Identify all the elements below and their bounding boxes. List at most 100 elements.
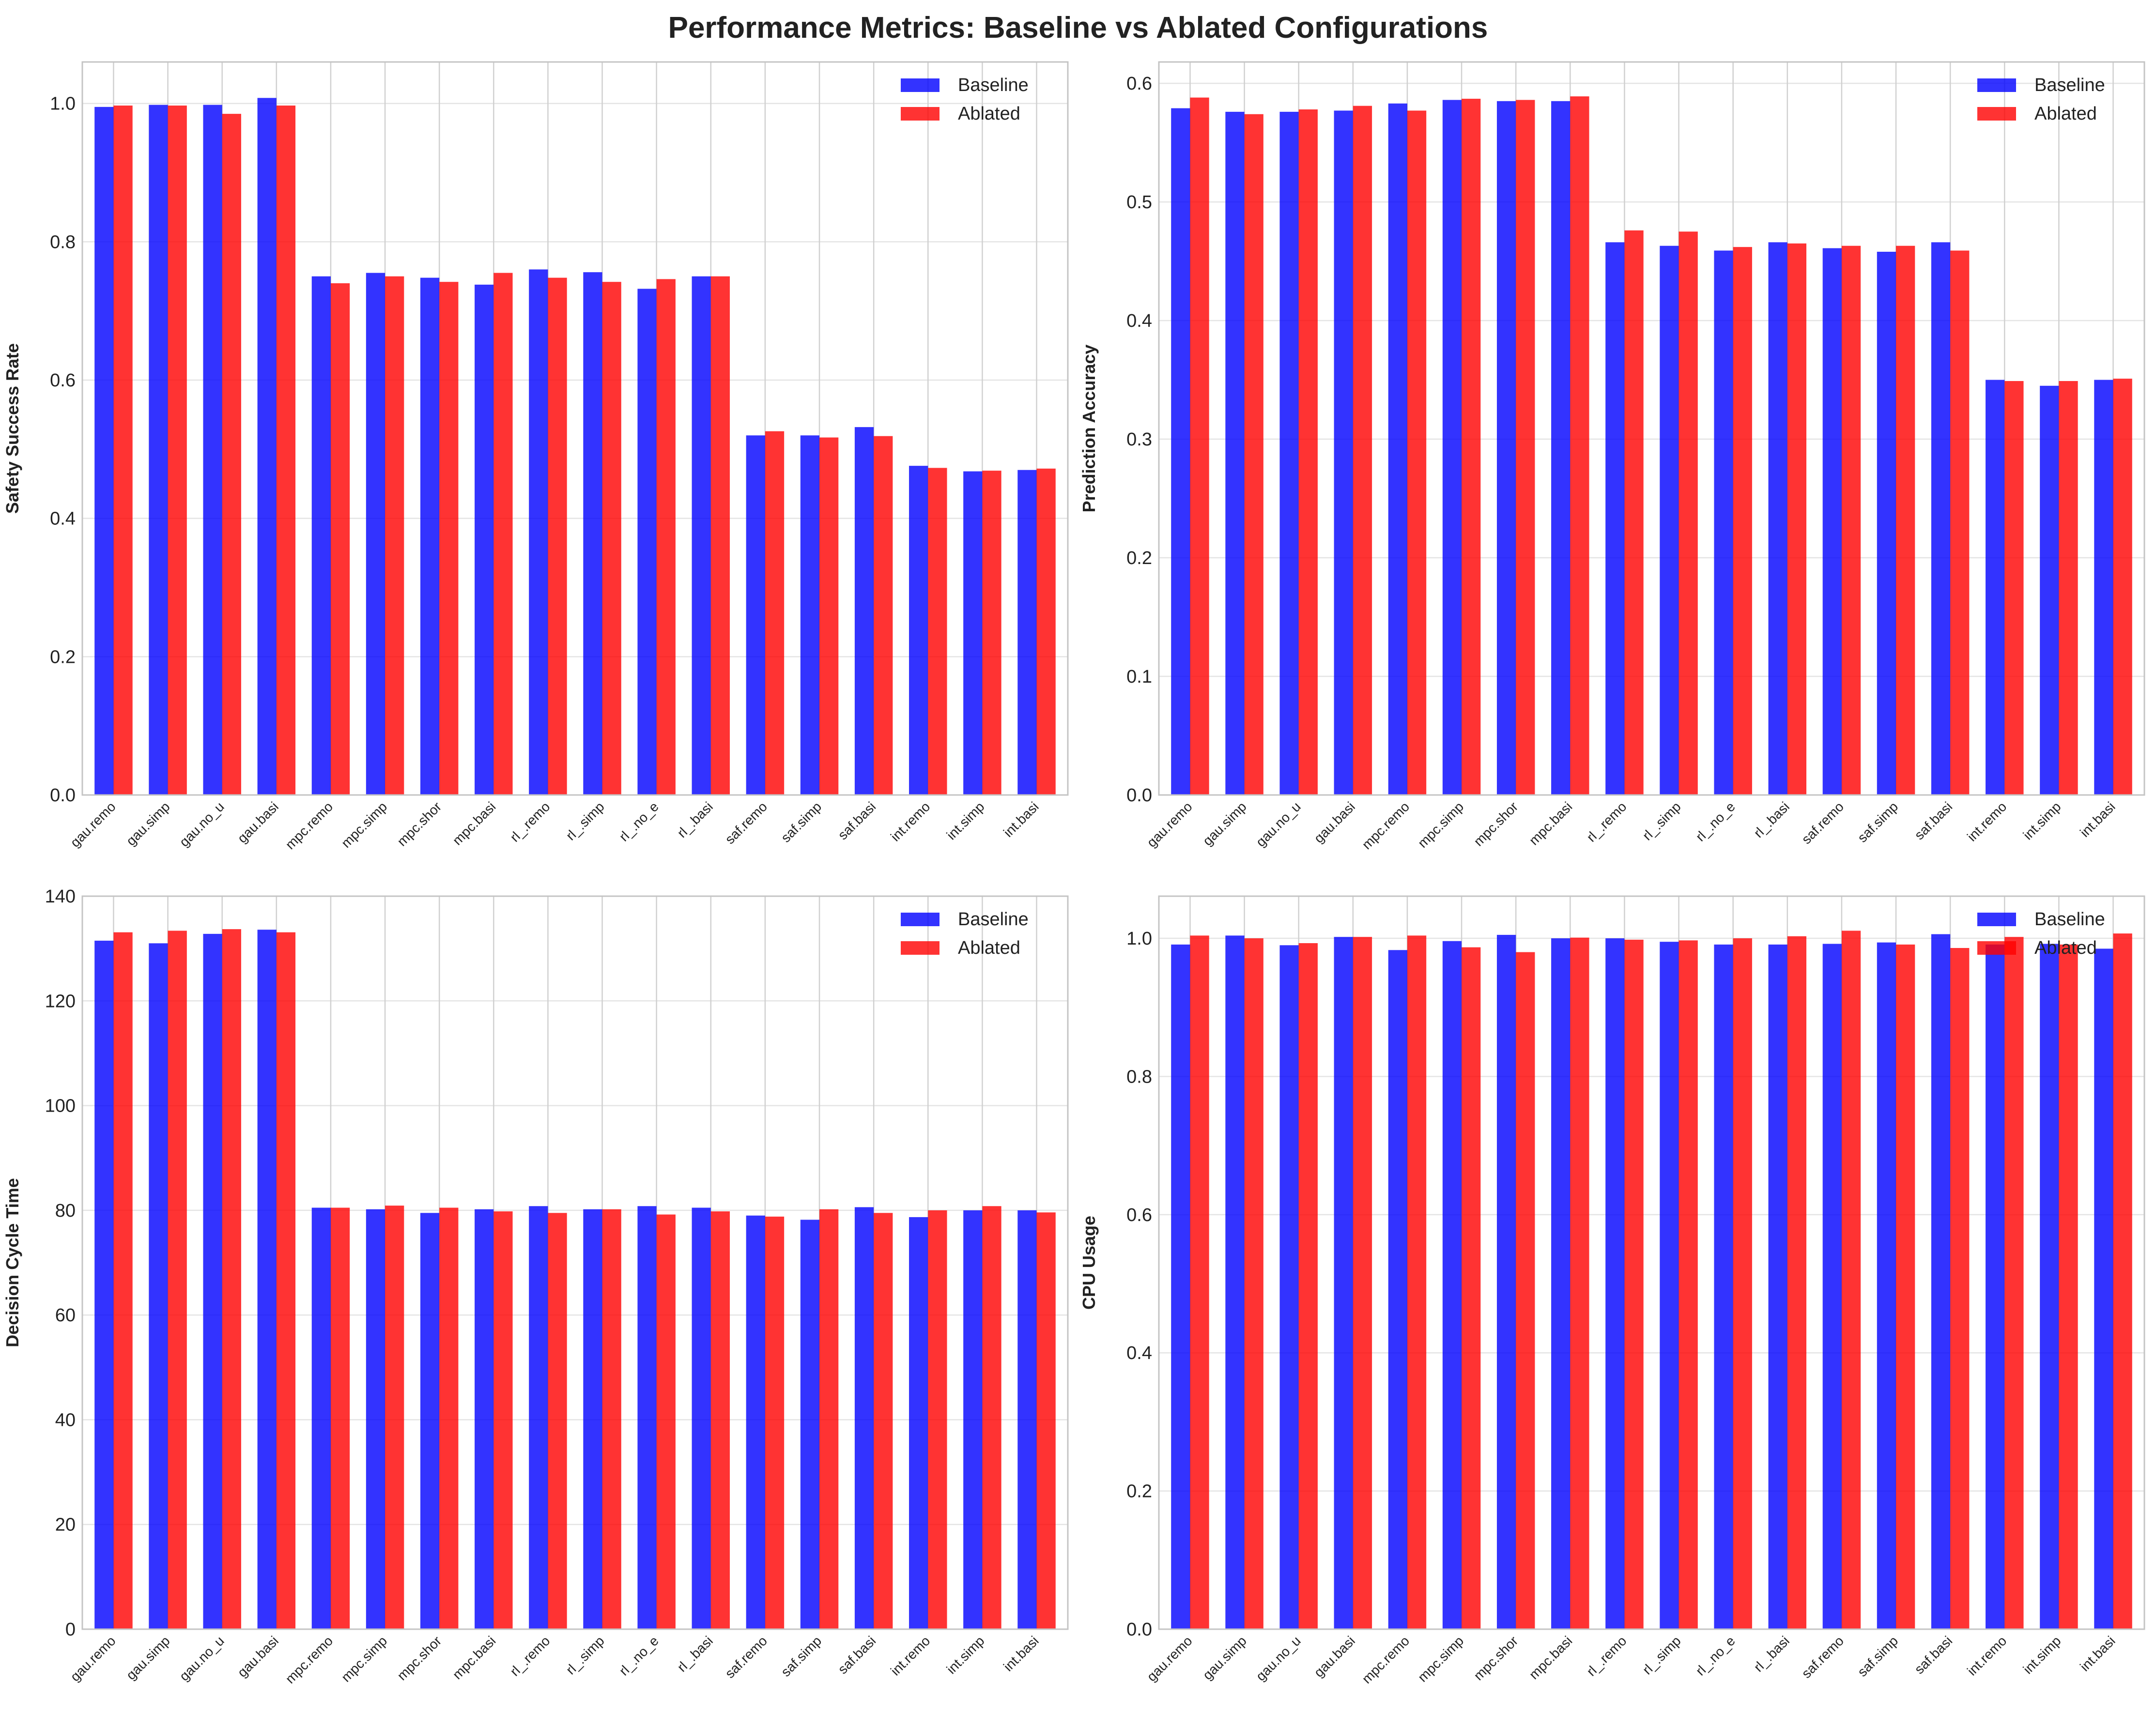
bar-ablated-rl_.simp (1679, 940, 1698, 1629)
legend: Baseline Ablated (1977, 909, 2105, 958)
bar-ablated-gau.remo (1190, 935, 1209, 1629)
bar-baseline-gau.no_u (1279, 111, 1299, 795)
legend-label-ablated: Ablated (2034, 104, 2097, 124)
bar-ablated-int.simp (982, 471, 1001, 795)
bar-ablated-gau.remo (113, 105, 133, 795)
bar-baseline-rl_.basi (1768, 242, 1787, 795)
bar-ablated-saf.simp (1896, 245, 1915, 795)
y-tick-label: 0.4 (50, 509, 76, 529)
bar-ablated-rl_.no_e (1733, 938, 1752, 1629)
bar-ablated-gau.remo (113, 932, 133, 1629)
y-tick-label: 80 (55, 1201, 76, 1221)
bar-baseline-rl_.basi (1768, 944, 1787, 1629)
bar-baseline-int.simp (963, 1210, 983, 1629)
bar-baseline-mpc.simp (366, 1209, 385, 1629)
bar-ablated-rl_.no_e (656, 279, 676, 795)
bar-ablated-int.simp (2059, 381, 2078, 795)
bar-baseline-rl_.simp (1660, 245, 1679, 795)
y-tick-label: 1.0 (50, 94, 76, 114)
bar-baseline-gau.simp (149, 105, 168, 795)
y-tick-label: 0.2 (50, 647, 76, 667)
y-tick-label: 140 (45, 886, 76, 907)
bar-baseline-int.basi (1017, 1210, 1037, 1629)
legend: Baseline Ablated (901, 75, 1029, 124)
axes-frame (1158, 895, 2145, 1630)
y-axis-label: Decision Cycle Time (2, 1178, 22, 1347)
y-tick-label: 120 (45, 991, 76, 1011)
bar-ablated-mpc.simp (1462, 947, 1481, 1629)
bar-baseline-gau.simp (1225, 111, 1245, 795)
bar-baseline-mpc.basi (475, 1209, 494, 1629)
bar-ablated-mpc.basi (493, 1211, 513, 1629)
bar-ablated-int.simp (982, 1206, 1001, 1629)
legend-label-baseline: Baseline (2034, 909, 2105, 930)
bar-baseline-saf.simp (800, 1220, 820, 1629)
y-tick-label: 0.4 (1126, 311, 1152, 331)
bar-baseline-mpc.remo (311, 276, 331, 795)
bar-baseline-int.remo (909, 466, 928, 795)
bar-ablated-int.basi (2113, 933, 2132, 1629)
axes-frame (81, 61, 1069, 796)
bar-ablated-mpc.simp (1462, 98, 1481, 795)
bar-ablated-gau.no_u (222, 929, 241, 1629)
bar-ablated-saf.simp (1896, 944, 1915, 1629)
bar-ablated-rl_.basi (710, 276, 730, 795)
bar-ablated-gau.simp (168, 105, 187, 795)
bar-baseline-saf.simp (1877, 942, 1896, 1629)
bar-ablated-gau.basi (276, 932, 296, 1629)
bar-baseline-rl_.remo (529, 269, 548, 795)
bar-baseline-rl_.no_e (1714, 944, 1733, 1629)
bar-ablated-mpc.remo (330, 283, 350, 795)
y-tick-label: 0.6 (1126, 1205, 1152, 1225)
bar-ablated-rl_.simp (602, 282, 621, 795)
bar-baseline-gau.no_u (203, 933, 222, 1629)
bar-ablated-mpc.shor (1516, 100, 1535, 795)
y-tick-label: 60 (55, 1305, 76, 1326)
legend-label-ablated: Ablated (2034, 938, 2097, 958)
axes-frame (1158, 61, 2145, 796)
bar-ablated-gau.basi (1353, 937, 1372, 1629)
bar-baseline-int.simp (963, 471, 983, 795)
bar-ablated-mpc.shor (439, 1207, 459, 1629)
bar-ablated-saf.remo (765, 1216, 785, 1629)
bar-ablated-rl_.basi (710, 1211, 730, 1629)
bar-ablated-rl_.no_e (1733, 247, 1752, 795)
bar-baseline-mpc.simp (1442, 941, 1462, 1629)
legend-swatch-baseline (1977, 78, 2016, 92)
legend: Baseline Ablated (901, 909, 1029, 958)
legend-swatch-baseline (901, 913, 939, 926)
bar-ablated-saf.basi (1950, 948, 1970, 1629)
bar-baseline-rl_.remo (529, 1206, 548, 1629)
legend-label-baseline: Baseline (958, 75, 1029, 95)
y-tick-label: 0.5 (1126, 192, 1152, 213)
bar-ablated-gau.no_u (222, 114, 241, 795)
bar-ablated-gau.simp (168, 931, 187, 1629)
y-tick-label: 0.2 (1126, 1482, 1152, 1502)
bar-baseline-gau.basi (1334, 937, 1353, 1629)
bar-ablated-rl_.remo (548, 277, 567, 795)
bar-baseline-mpc.remo (1388, 950, 1407, 1629)
bar-baseline-int.basi (2094, 948, 2113, 1629)
bar-ablated-mpc.remo (1407, 110, 1427, 795)
bar-baseline-saf.remo (1822, 944, 1842, 1629)
y-tick-label: 20 (55, 1515, 76, 1535)
bar-ablated-mpc.simp (385, 276, 404, 795)
y-tick-label: 0 (65, 1619, 76, 1640)
bar-ablated-gau.no_u (1298, 109, 1318, 795)
y-tick-label: 0.6 (1126, 74, 1152, 94)
bar-baseline-gau.simp (149, 943, 168, 1629)
bar-ablated-saf.basi (874, 436, 893, 795)
y-tick-label: 0.0 (1126, 785, 1152, 806)
bar-baseline-mpc.shor (420, 277, 440, 795)
bar-ablated-int.basi (2113, 379, 2132, 795)
bar-ablated-gau.no_u (1298, 943, 1318, 1629)
bar-ablated-mpc.simp (385, 1206, 404, 1629)
bar-baseline-gau.no_u (203, 105, 222, 795)
bar-ablated-mpc.remo (330, 1207, 350, 1629)
bar-ablated-int.simp (2059, 944, 2078, 1629)
y-tick-label: 0.6 (50, 370, 76, 391)
bar-baseline-int.remo (1986, 380, 2005, 795)
bar-ablated-mpc.basi (1570, 937, 1589, 1629)
